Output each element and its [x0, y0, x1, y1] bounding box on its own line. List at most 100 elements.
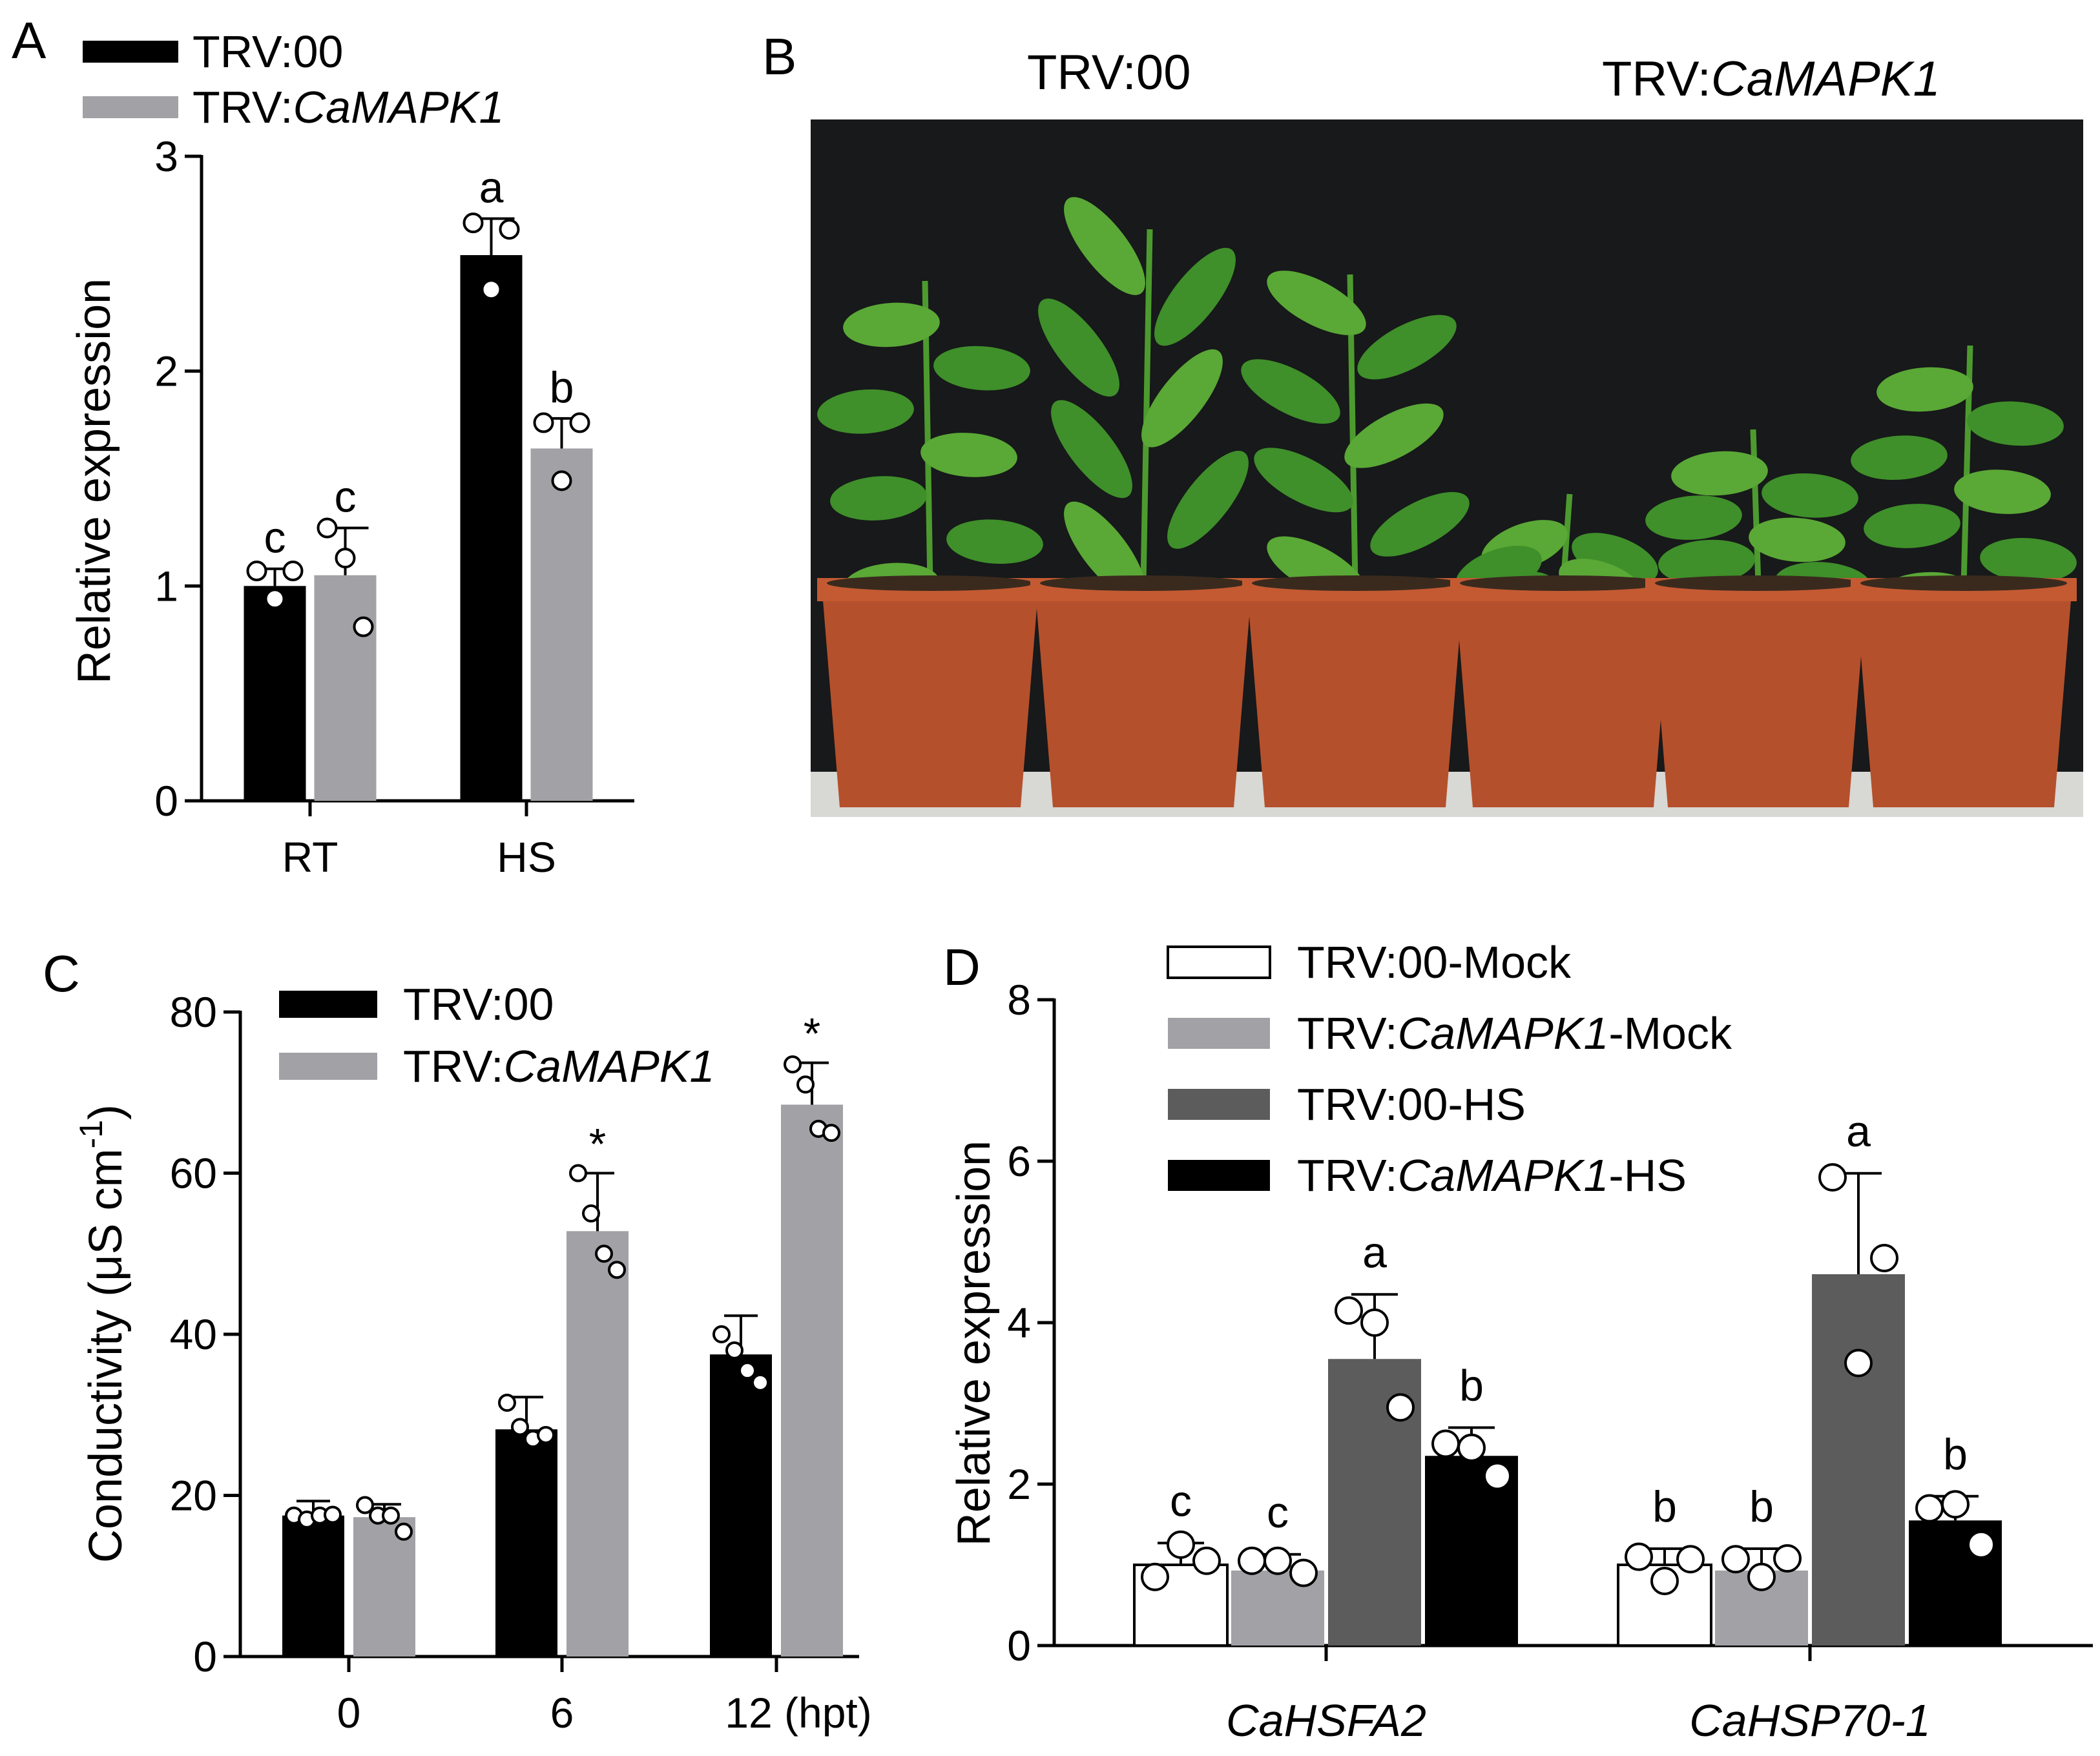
legend-swatch [279, 1053, 377, 1080]
legend-swatch [1168, 1160, 1270, 1191]
photo-label-trv-camapk1: TRV:CaMAPK1 [1602, 52, 1940, 107]
y-tick-label: 60 [170, 1150, 217, 1197]
data-point [324, 1505, 342, 1524]
plant-leaf [1167, 451, 1249, 549]
data-point [1335, 1296, 1363, 1325]
data-point [1386, 1393, 1415, 1422]
y-tick-label: 6 [1007, 1137, 1031, 1185]
y-tick-label: 80 [170, 988, 217, 1036]
bar [495, 1429, 557, 1657]
plant-leaf [830, 476, 927, 521]
x-tick-label: RT [282, 833, 338, 881]
data-point [1360, 1308, 1389, 1337]
y-tick-label: 8 [1007, 976, 1031, 1024]
legend-label-prefix: TRV:00-Mock [1297, 937, 1572, 987]
y-tick-label: 2 [1007, 1460, 1031, 1508]
photo-label-trv00: TRV:00 [1027, 45, 1190, 100]
x-tick-label: CaHSFA2 [1226, 1695, 1426, 1746]
plant-leaf [1749, 517, 1845, 563]
y-tick-label: 0 [1007, 1622, 1031, 1669]
flower-pot [1650, 584, 1867, 807]
data-point [822, 1124, 840, 1142]
data-point [569, 1164, 587, 1183]
legend-label-gene: CaMAPK1 [1398, 1008, 1609, 1059]
y-axis-title: Relative expression [68, 278, 120, 684]
data-point [537, 1425, 555, 1444]
legend-label: TRV:00-Mock [1297, 937, 1572, 987]
x-tick-label: 6 [550, 1689, 574, 1737]
plant-leaf [1241, 359, 1340, 424]
flower-pot-soil [1460, 575, 1667, 591]
y-tick-label: 0 [193, 1633, 217, 1680]
data-point [582, 1204, 600, 1223]
plant-leaf [1038, 298, 1119, 397]
plant-leaf [946, 519, 1043, 564]
legend-label-prefix: TRV:00-HS [1297, 1079, 1526, 1130]
data-point [1844, 1348, 1873, 1378]
data-point [1431, 1429, 1460, 1458]
data-point [738, 1361, 756, 1380]
significance-label: * [589, 1120, 606, 1169]
plant-leaf [1980, 537, 2077, 583]
y-tick-label: 2 [154, 347, 178, 395]
plant-leaf [1954, 470, 2051, 514]
data-point [1676, 1545, 1705, 1574]
legend-label-prefix: TRV: [192, 82, 293, 132]
flower-pot-soil [1252, 575, 1459, 591]
flower-pot-soil [1655, 575, 1862, 591]
panel-letter-d: D [943, 938, 981, 996]
data-point [246, 561, 267, 582]
chart-d-relative-expression: 0 2 4 6 8 CaHSFA2 c c a b CaHSP70-1 b b a b TRV:00-Mock… [948, 937, 2093, 1746]
significance-label: a [1362, 1228, 1387, 1277]
legend-swatch [83, 96, 178, 118]
y-axis-title-main: Conductivity (μS cm [80, 1148, 132, 1563]
legend-label: TRV:00 [403, 979, 554, 1029]
plant-stem [1750, 429, 1762, 585]
plant-leaf [933, 346, 1030, 391]
plant-leaf [1967, 401, 2064, 446]
data-point [1941, 1490, 1970, 1519]
data-point [499, 219, 520, 240]
legend-swatch [83, 41, 178, 63]
data-point [569, 412, 590, 433]
plant-leaf [1344, 403, 1444, 468]
photo-label-gene: CaMAPK1 [1711, 52, 1940, 107]
bar [710, 1354, 772, 1657]
data-point [1818, 1163, 1847, 1192]
photo-panel-plants: TRV:00 TRV:CaMAPK1 [811, 45, 2083, 817]
legend-label: TRV:CaMAPK1-Mock [1297, 1008, 1732, 1059]
bar [1812, 1274, 1905, 1646]
panel-letter-b: B [762, 28, 796, 85]
data-point [1167, 1530, 1195, 1559]
flower-pot [1855, 584, 2072, 807]
plant-leaf [1851, 435, 1948, 480]
y-tick-label: 20 [170, 1472, 217, 1520]
plant-leaf [843, 302, 940, 347]
bar [314, 575, 377, 801]
plant-leaf [1154, 247, 1236, 346]
significance-label: a [1846, 1107, 1871, 1156]
bar [567, 1231, 629, 1657]
x-tick-label: 0 [337, 1689, 361, 1737]
y-axis-title-close: ) [80, 1104, 132, 1120]
legend-label: TRV:CaMAPK1-HS [1297, 1150, 1687, 1201]
data-point [356, 1496, 374, 1514]
legend-label-prefix: TRV:00 [192, 26, 343, 77]
plant-leaf [1357, 315, 1457, 380]
legend-label-prefix: TRV: [1297, 1008, 1398, 1059]
flower-pot [1455, 584, 1672, 807]
bar [244, 586, 306, 801]
significance-label: b [1749, 1482, 1774, 1531]
data-point [282, 561, 304, 582]
data-point [317, 517, 338, 539]
data-point [1773, 1544, 1802, 1573]
y-tick-label: 3 [154, 132, 178, 180]
plant-leaf [1064, 197, 1145, 295]
plant-leaf [1864, 504, 1960, 548]
y-tick-label: 4 [1007, 1299, 1031, 1347]
flower-pot-soil [827, 575, 1034, 591]
data-point [463, 212, 484, 234]
significance-label: c [335, 473, 357, 522]
legend-swatch [1168, 1018, 1270, 1049]
